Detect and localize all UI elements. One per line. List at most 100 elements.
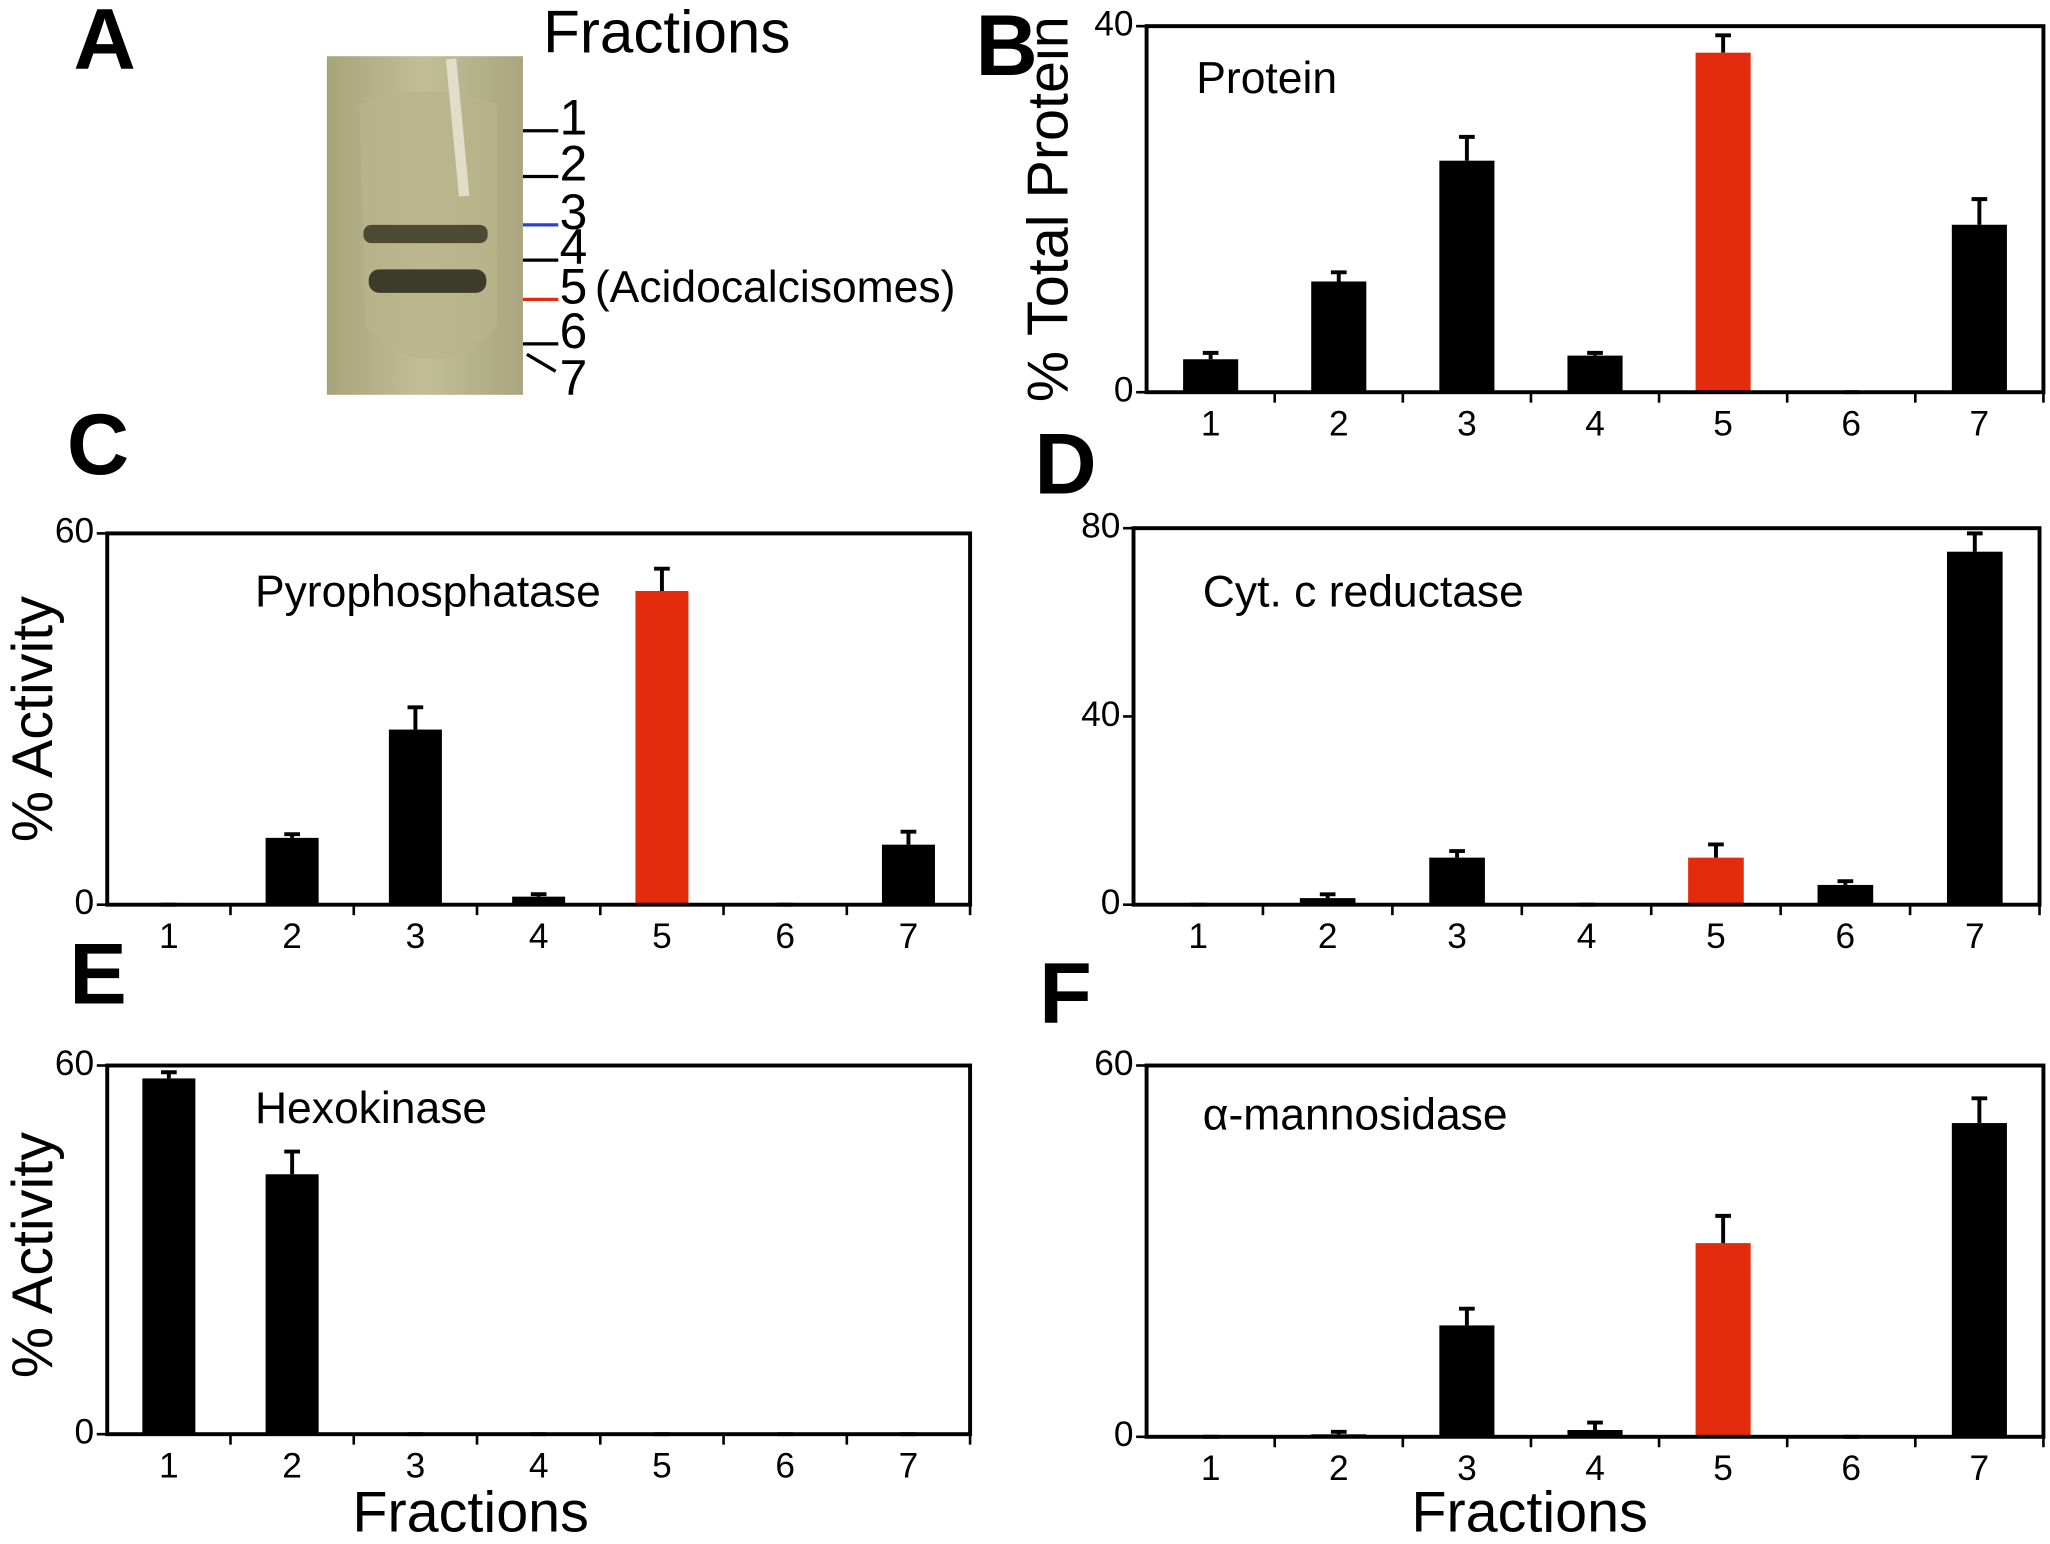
y-axis-label: % Total Protein (1017, 16, 1081, 402)
y-tick-label: 0 (75, 883, 95, 922)
x-tick-label: 7 (1970, 405, 1990, 444)
x-tick-label: 6 (1841, 1449, 1861, 1488)
y-tick-label: 60 (55, 1044, 94, 1083)
x-tick-label: 1 (1188, 917, 1208, 956)
panel-label: D (1034, 416, 1096, 512)
error-bar (1971, 1096, 1988, 1124)
error-bar (1330, 1429, 1347, 1435)
bar (265, 1174, 319, 1435)
x-tick-label: 6 (1841, 405, 1861, 444)
error-bar (1202, 350, 1219, 360)
fraction-label: 4 (560, 219, 588, 275)
x-tick-label: 6 (775, 917, 795, 956)
x-tick-label: 4 (1577, 917, 1597, 956)
x-tick-label: 5 (652, 917, 672, 956)
bar (1817, 884, 1874, 905)
error-bar (654, 566, 670, 591)
bar (1695, 52, 1751, 393)
bar (1299, 898, 1356, 905)
error-bar (1715, 1213, 1731, 1244)
bar (142, 1078, 196, 1435)
y-tick-label: 0 (1101, 883, 1121, 922)
fraction-marker (526, 352, 557, 373)
gradient-photo (326, 56, 523, 395)
bar (1567, 1429, 1623, 1437)
error-bar (284, 1149, 300, 1175)
y-tick-label: 40 (1081, 695, 1120, 734)
error-bar (284, 832, 300, 838)
fraction-label: 1 (560, 90, 588, 146)
x-tick-label: 4 (1585, 405, 1605, 444)
error-bar (1449, 849, 1465, 858)
bar (265, 837, 319, 905)
bar (881, 844, 935, 905)
error-bar (1459, 1306, 1475, 1326)
panel-label: E (69, 926, 127, 1022)
panel-label: A (73, 0, 135, 88)
plot-frame (1131, 526, 2042, 907)
fraction-label: 2 (560, 135, 588, 191)
x-tick-label: 7 (1965, 917, 1985, 956)
x-tick-label: 2 (1329, 1449, 1349, 1488)
x-tick-label: 5 (1713, 405, 1733, 444)
y-tick-label: 80 (1081, 507, 1120, 546)
x-tick-label: 2 (282, 1447, 302, 1486)
x-tick-label: 7 (899, 917, 919, 956)
x-tick-label: 2 (282, 917, 302, 956)
y-tick-label: 0 (1114, 1415, 1134, 1454)
y-tick-label: 0 (75, 1413, 95, 1452)
annotation: (Acidocalcisomes) (595, 263, 956, 312)
x-tick-label: 7 (1970, 1449, 1990, 1488)
error-bar (1837, 879, 1854, 885)
error-bar (407, 705, 424, 730)
bar (1439, 1325, 1495, 1437)
bar (1695, 1243, 1751, 1437)
error-bar (530, 892, 547, 897)
x-tick-label: 1 (159, 917, 179, 956)
fraction-label: 3 (560, 184, 588, 240)
annotation: Hexokinase (255, 1084, 487, 1133)
annotation: α-mannosidase (1203, 1091, 1508, 1140)
x-tick-label: 2 (1318, 917, 1338, 956)
x-tick-label: 6 (1836, 917, 1856, 956)
bar (512, 896, 566, 905)
x-tick-label: 3 (1457, 405, 1477, 444)
x-axis-label: Fractions (1411, 1481, 1648, 1544)
error-bar (1587, 350, 1603, 356)
y-tick-label: 60 (55, 512, 94, 551)
error-bar (1971, 197, 1988, 225)
y-tick-label: 0 (1114, 371, 1134, 410)
bar (1951, 224, 2007, 393)
x-tick-label: 7 (899, 1447, 919, 1486)
bar (1311, 281, 1367, 393)
plot-frame (105, 1063, 973, 1437)
error-bar (1319, 892, 1336, 899)
error-bar (1459, 134, 1475, 161)
error-bar (1966, 531, 1983, 552)
plot-frame (1144, 1063, 2046, 1439)
x-tick-label: 4 (529, 917, 549, 956)
panel-label: F (1039, 946, 1092, 1042)
plot-frame (1144, 24, 2046, 395)
error-bar (1330, 270, 1347, 282)
fraction-label: 7 (560, 350, 588, 406)
bar (635, 590, 689, 905)
bar (1439, 160, 1495, 393)
panel-label: C (67, 397, 129, 493)
fraction-label: 6 (560, 303, 588, 359)
bar (388, 729, 442, 905)
x-tick-label: 3 (406, 1447, 426, 1486)
annotation: Pyrophosphatase (255, 568, 601, 617)
y-axis-label: % Activity (1, 596, 65, 842)
panel-label: B (976, 0, 1038, 94)
bar (1183, 359, 1239, 393)
x-tick-label: 5 (1713, 1449, 1733, 1488)
y-tick-label: 40 (1094, 4, 1133, 43)
error-bar (161, 1070, 177, 1079)
plot-frame (105, 531, 973, 907)
error-bar (900, 829, 917, 845)
x-tick-label: 4 (529, 1447, 549, 1486)
bar (1688, 857, 1744, 905)
bar (1946, 551, 2003, 905)
